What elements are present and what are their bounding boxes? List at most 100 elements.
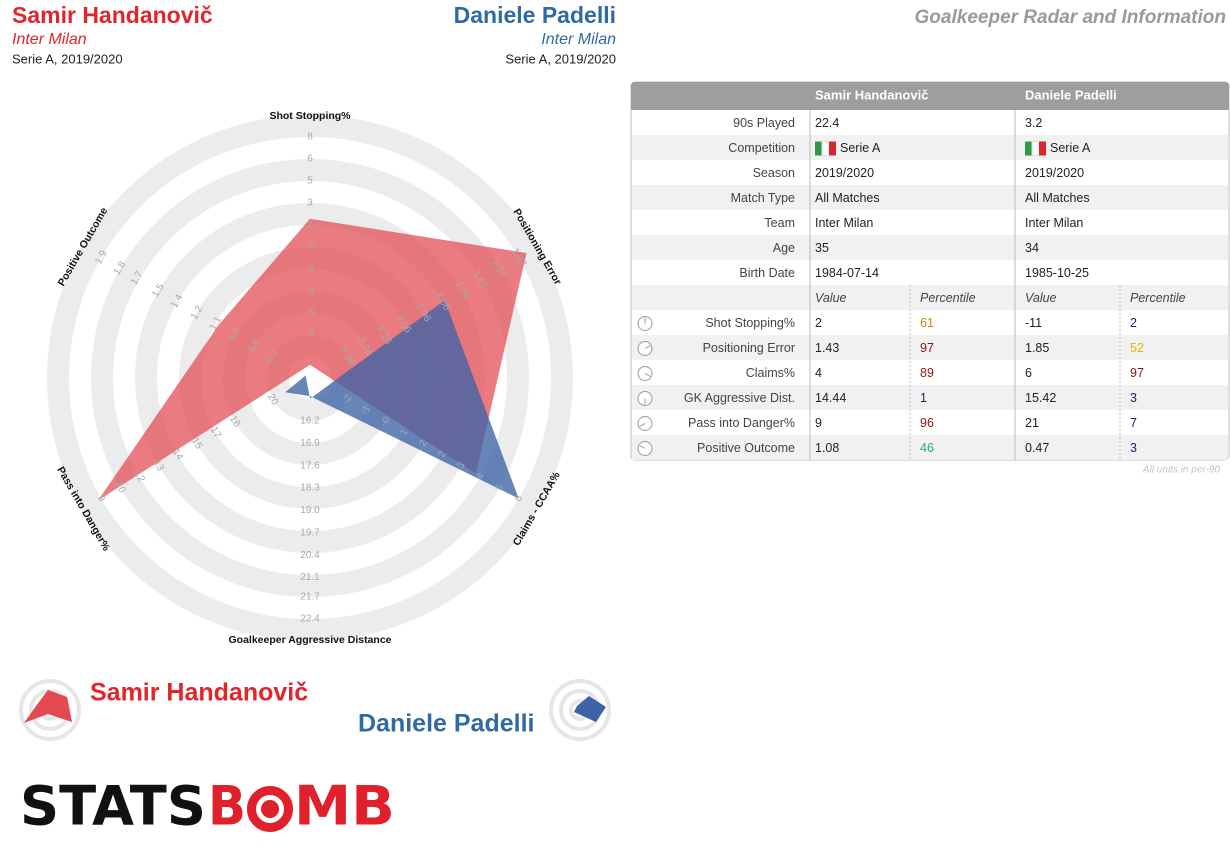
table-header: Samir Handanovič	[815, 87, 928, 102]
legend-icon-ring	[19, 679, 81, 741]
flag	[815, 141, 822, 156]
cell-value: 22.4	[815, 116, 839, 130]
flag	[1025, 141, 1032, 156]
axis-tick-label: 10	[113, 480, 128, 496]
axis-tick-label: 16.2	[300, 416, 320, 427]
axis-tick-label: 19.0	[300, 505, 320, 516]
axis-tick-label: 17	[208, 425, 223, 441]
cell-value: 1985-10-25	[1025, 266, 1089, 280]
page-title: Goalkeeper Radar and Information	[915, 7, 1226, 28]
row-label: Season	[753, 166, 795, 180]
axis-tick-label: 3	[455, 460, 468, 471]
cell-value: 1.85	[1025, 341, 1049, 355]
row-label: Pass into Danger%	[688, 416, 795, 430]
metric-icon	[644, 345, 651, 349]
axis-tick-label: 20.4	[300, 550, 320, 561]
table-row-bg	[632, 135, 1228, 160]
cell-value: 35	[815, 241, 829, 255]
cell-value: 21	[1025, 416, 1039, 430]
cell-value: 14.44	[815, 391, 846, 405]
column-subheader: Value	[1025, 291, 1057, 305]
percentile: 52	[1130, 341, 1144, 355]
table-row-bg	[632, 335, 1228, 360]
cell-value: 0.47	[1025, 441, 1049, 455]
table-row-bg	[632, 285, 1228, 310]
logo-text: STATS	[20, 775, 206, 838]
metric-icon	[639, 423, 646, 427]
axis-tick-label: 5	[307, 176, 313, 187]
axis-tick-label: 18.3	[300, 483, 320, 494]
player-team: Inter Milan	[541, 31, 616, 48]
player-team: Inter Milan	[12, 31, 87, 48]
flag	[1039, 141, 1046, 156]
logo-text: MB	[294, 775, 395, 838]
axis-tick-label: 21.1	[300, 572, 320, 583]
axis-tick-label: 18	[227, 414, 242, 430]
axis-tick-label: -5	[306, 308, 315, 319]
percentile: 61	[920, 316, 934, 330]
cell-value: Serie A	[1050, 141, 1091, 155]
legend-label: Samir Handanovič	[90, 679, 308, 707]
axis-tick-label: 15	[189, 436, 204, 452]
percentile: 2	[1130, 316, 1137, 330]
percentile: 1	[920, 391, 927, 405]
percentile: 89	[920, 366, 934, 380]
legend-icon	[24, 690, 72, 723]
cell-value: 4	[815, 366, 822, 380]
row-label: GK Aggressive Dist.	[684, 391, 795, 405]
row-label: Claims%	[746, 366, 795, 380]
axis-tick-label: 16.9	[300, 438, 320, 449]
cell-value: 6	[1025, 366, 1032, 380]
axis-tick-label: 8	[307, 132, 313, 143]
table-note: All units in per-90	[1142, 465, 1221, 476]
axis-tick-label: 5	[494, 482, 507, 493]
axis-tick-label: 21.7	[300, 591, 320, 602]
axis-tick-label: 2	[307, 220, 313, 231]
row-label: Match Type	[731, 191, 795, 205]
legend-icon	[574, 696, 606, 722]
cell-value: 2	[815, 316, 822, 330]
percentile: 3	[1130, 441, 1137, 455]
axis-tick-label: -6	[306, 330, 315, 341]
player-name: Daniele Padelli	[454, 2, 616, 28]
axis-tick-label: -0	[306, 242, 315, 253]
axis-tick-label: 6	[307, 154, 313, 165]
cell-value: 34	[1025, 241, 1039, 255]
row-label: Team	[764, 216, 795, 230]
row-label: Positive Outcome	[697, 441, 795, 455]
cell-value: Inter Milan	[815, 216, 873, 230]
row-label: Positioning Error	[703, 341, 795, 355]
cell-value: 3.2	[1025, 116, 1042, 130]
radar-ring	[91, 159, 529, 597]
logo-target	[261, 800, 279, 818]
row-label: 90s Played	[733, 116, 795, 130]
table-header: Daniele Padelli	[1025, 87, 1117, 102]
row-label: Shot Stopping%	[705, 316, 795, 330]
table-row-bg	[632, 385, 1228, 410]
axis-tick-label: 2	[436, 449, 449, 460]
cell-value: 1984-07-14	[815, 266, 879, 280]
cell-value: All Matches	[815, 191, 880, 205]
axis-tick-label: 22.4	[300, 614, 320, 625]
axis-tick-label: -3	[306, 286, 315, 297]
cell-value: Serie A	[840, 141, 881, 155]
percentile: 3	[1130, 391, 1137, 405]
column-subheader: Percentile	[1130, 291, 1186, 305]
table-header-bg	[631, 82, 1229, 110]
flag	[829, 141, 836, 156]
cell-value: 2019/2020	[815, 166, 874, 180]
percentile: 97	[920, 341, 934, 355]
metric-icon	[639, 445, 646, 449]
metric-icon	[644, 373, 651, 377]
flag	[1031, 141, 1040, 156]
legend-icon-ring	[549, 679, 611, 741]
player-league: Serie A, 2019/2020	[12, 51, 123, 66]
cell-value: 9	[815, 416, 822, 430]
axis-tick-label: 19.7	[300, 527, 320, 538]
cell-value: Inter Milan	[1025, 216, 1083, 230]
axis-tick-label: 14	[170, 447, 185, 463]
axis-tick-label: 6	[513, 493, 526, 504]
axis-tick-label: -2	[306, 264, 315, 275]
percentile: 96	[920, 416, 934, 430]
